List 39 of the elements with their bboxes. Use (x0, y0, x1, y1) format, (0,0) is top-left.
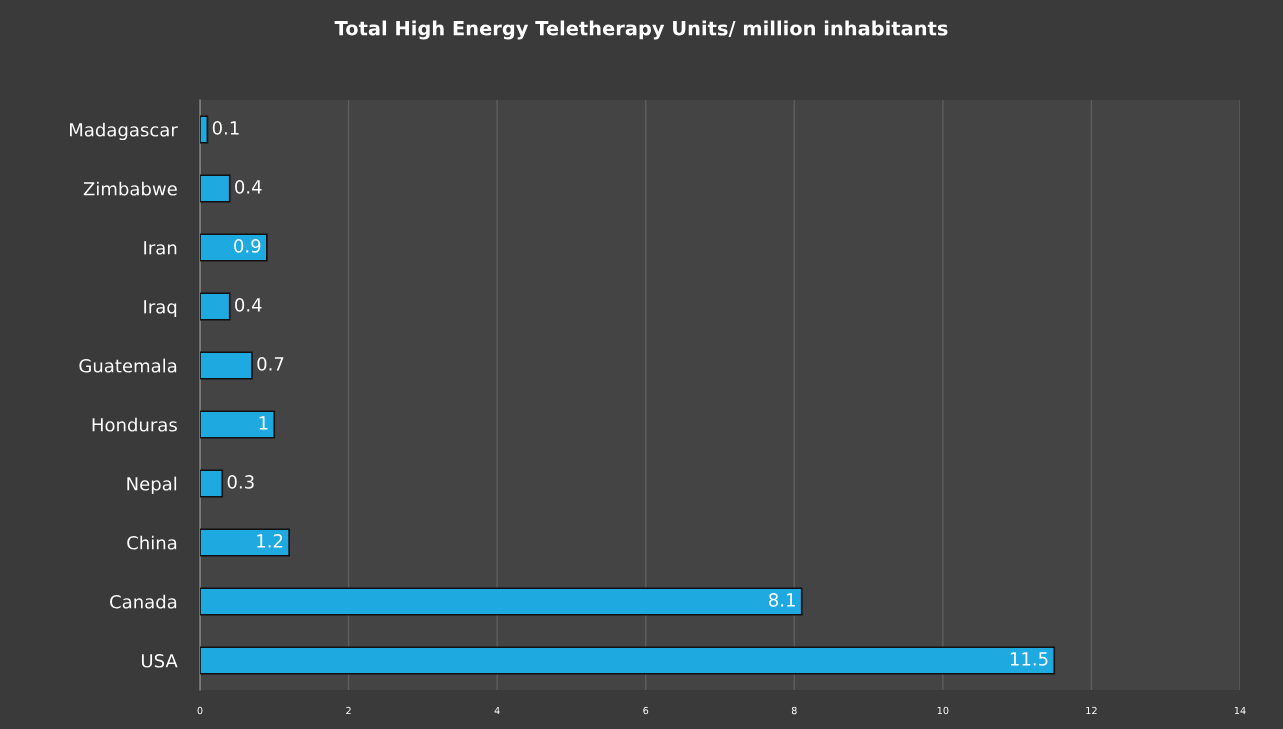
data-label: 0.1 (212, 121, 239, 135)
y-tick-label: Canada (110, 594, 177, 609)
data-label: 8.1 (769, 593, 795, 607)
data-label: 0.3 (227, 475, 254, 489)
bar (200, 174, 231, 203)
data-label: 11.5 (1010, 652, 1048, 666)
x-tick-label: 8 (791, 706, 797, 715)
bar (200, 528, 290, 557)
y-tick-label: Nepal (127, 476, 177, 495)
bar (200, 351, 253, 380)
x-tick-label: 6 (643, 706, 649, 715)
y-tick-label: Guatemala (79, 358, 177, 373)
y-tick-label: China (127, 535, 177, 550)
x-tick-label: 14 (1234, 706, 1246, 715)
x-tick-label: 2 (346, 706, 351, 715)
data-label: 1 (259, 416, 268, 430)
bar (200, 646, 1056, 675)
y-tick-label: Madagascar (70, 122, 178, 141)
y-tick-label: Iraq (144, 300, 177, 318)
bar (200, 292, 231, 321)
data-label: 0.7 (257, 357, 284, 371)
x-tick-label: 4 (494, 706, 500, 715)
x-tick-label: 0 (197, 706, 203, 715)
bar (200, 469, 224, 498)
bar (200, 233, 268, 262)
bar (200, 587, 803, 616)
data-label: 0.9 (234, 239, 261, 253)
x-tick-label: 10 (937, 706, 949, 715)
y-tick-label: USA (141, 653, 178, 668)
bar (200, 410, 276, 439)
chart-title: Total High Energy Teletherapy Units/ million inhabitants (334, 20, 948, 40)
data-label: 1.2 (257, 534, 283, 548)
y-tick-label: Iran (144, 241, 177, 255)
x-tick-label: 12 (1086, 706, 1097, 715)
bar (200, 115, 209, 144)
y-tick-label: Honduras (92, 417, 177, 432)
data-label: 0.4 (235, 180, 262, 194)
y-tick-label: Zimbabwe (83, 181, 177, 196)
data-label: 0.4 (235, 298, 262, 312)
